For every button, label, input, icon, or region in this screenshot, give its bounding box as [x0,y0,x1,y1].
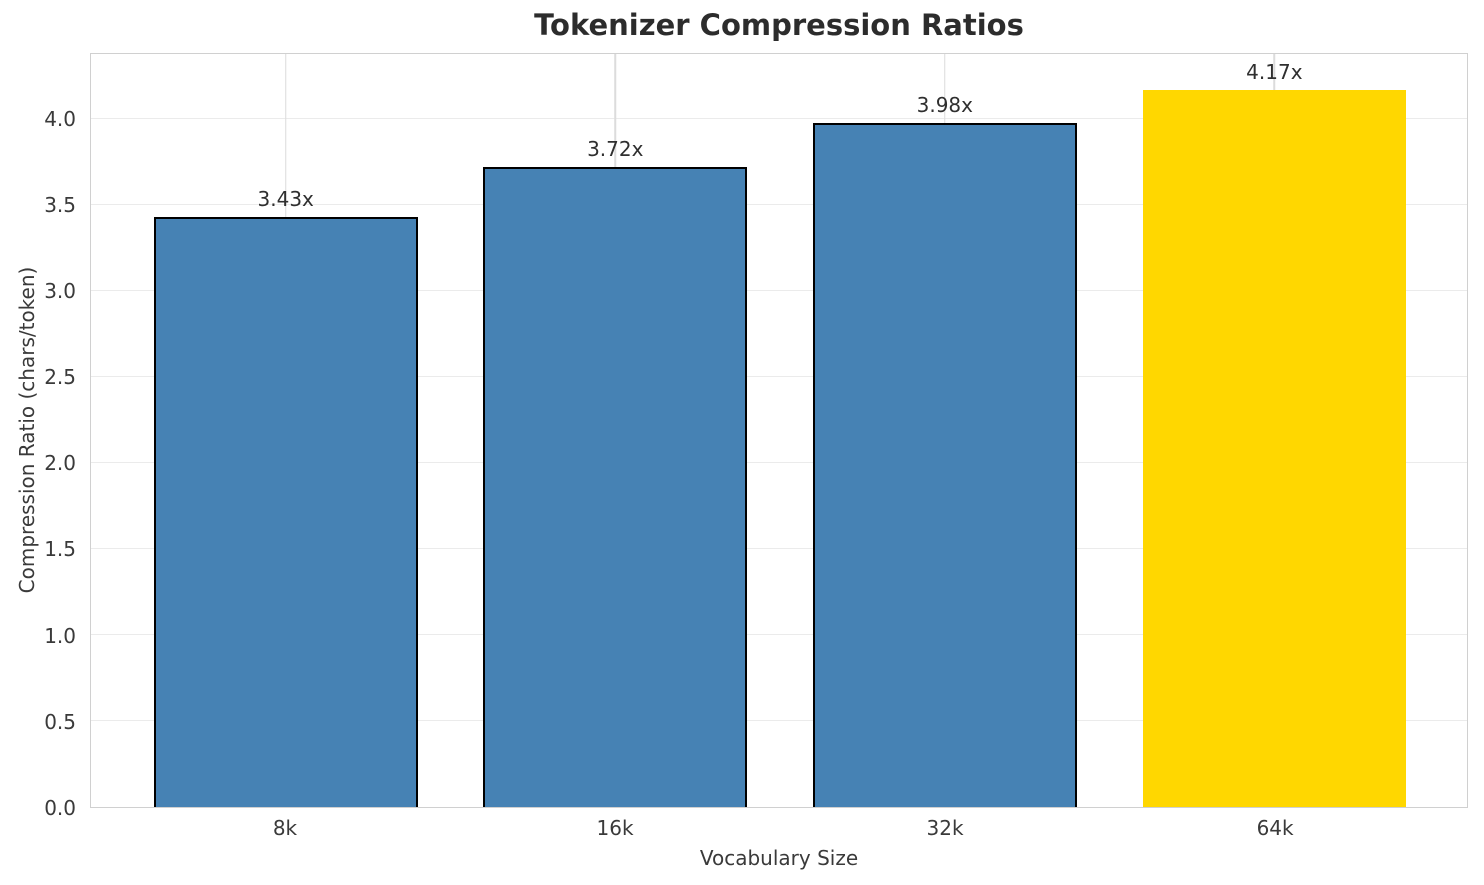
y-tick-label-2.5: 2.5 [44,365,76,390]
gridline-horizontal [91,375,1467,378]
x-tick-label-32k: 32k [926,816,964,840]
gridline-horizontal [91,633,1467,636]
y-tick-label-1.5: 1.5 [44,537,76,562]
bar-value-label-32k: 3.98x [916,92,973,117]
bar-value-label-64k: 4.17x [1246,60,1303,85]
gridline-horizontal [91,117,1467,120]
bar-32k [812,122,1077,807]
x-tick-label-8k: 8k [272,816,298,840]
y-tick-label-3.5: 3.5 [44,192,76,217]
bar-64k [1142,90,1407,807]
bar-value-label-8k: 3.43x [257,187,314,212]
y-tick-label-0.0: 0.0 [44,796,76,820]
gridline-horizontal [91,461,1467,464]
gridline-horizontal [91,203,1467,206]
bar-16k [483,167,748,807]
gridline-horizontal [91,547,1467,550]
y-tick-label-4.0: 4.0 [44,106,76,131]
chart-title: Tokenizer Compression Ratios [534,8,1024,42]
plot-area: 3.43x 3.72x 3.98x 4.17x [90,53,1468,808]
y-tick-label-0.5: 0.5 [44,709,76,734]
y-tick-label-2.0: 2.0 [44,451,76,476]
y-tick-label-1.0: 1.0 [44,623,76,648]
x-axis-label: Vocabulary Size [699,846,859,870]
gridline-horizontal [91,719,1467,722]
gridline-horizontal [91,289,1467,292]
bar-8k [153,217,418,807]
x-tick-label-64k: 64k [1256,816,1294,840]
bar-value-label-16k: 3.72x [587,137,644,162]
y-tick-label-3.0: 3.0 [44,278,76,303]
x-tick-label-16k: 16k [596,816,634,840]
